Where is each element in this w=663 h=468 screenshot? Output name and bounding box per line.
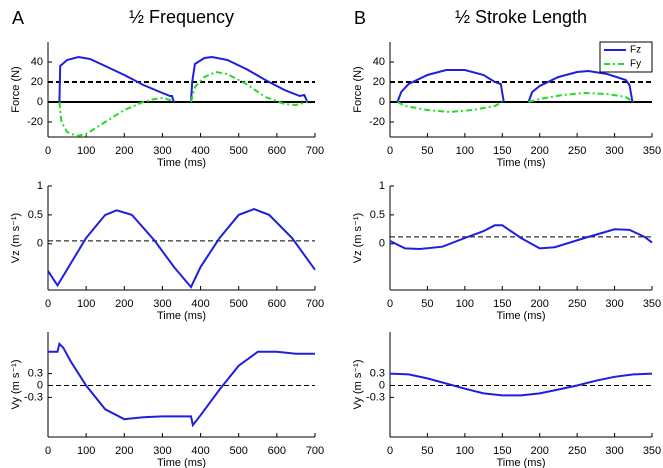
x-tick-label: 100 xyxy=(456,445,474,457)
x-tick-label: 100 xyxy=(77,145,95,157)
x-tick-label: 100 xyxy=(456,145,474,157)
x-tick-label: 250 xyxy=(568,145,586,157)
y-tick-label: 0.3 xyxy=(370,368,385,380)
x-tick-label: 500 xyxy=(230,445,248,457)
x-tick-label: 0 xyxy=(45,445,51,457)
x-tick-label: 50 xyxy=(421,145,433,157)
panel-title: ½ Frequency xyxy=(129,7,234,27)
y-tick-label: 40 xyxy=(373,56,385,68)
panel-title: ½ Stroke Length xyxy=(455,7,587,27)
x-tick-label: 0 xyxy=(387,145,393,157)
x-tick-label: 100 xyxy=(456,298,474,310)
y-tick-label: -20 xyxy=(369,116,385,128)
x-tick-label: 400 xyxy=(191,298,209,310)
x-tick-label: 100 xyxy=(77,298,95,310)
y-tick-label: -20 xyxy=(27,116,43,128)
y-tick-label: 20 xyxy=(31,76,43,88)
x-tick-label: 200 xyxy=(115,298,133,310)
y-tick-label: 0 xyxy=(37,96,43,108)
x-tick-label: 300 xyxy=(605,298,623,310)
y-tick-label: 0 xyxy=(37,238,43,250)
x-tick-label: 350 xyxy=(643,298,661,310)
x-tick-label: 700 xyxy=(306,298,324,310)
x-tick-label: 0 xyxy=(387,445,393,457)
y-tick-label: 0.5 xyxy=(28,209,43,221)
x-tick-label: 150 xyxy=(493,145,511,157)
x-tick-label: 500 xyxy=(230,145,248,157)
x-tick-label: 500 xyxy=(230,298,248,310)
x-axis-label: Time (ms) xyxy=(157,157,206,169)
x-tick-label: 350 xyxy=(643,445,661,457)
x-tick-label: 400 xyxy=(191,445,209,457)
data-line xyxy=(396,69,634,103)
y-tick-label: 0 xyxy=(37,379,43,391)
x-tick-label: 400 xyxy=(191,145,209,157)
y-tick-label: 40 xyxy=(31,56,43,68)
x-tick-label: 300 xyxy=(153,445,171,457)
legend-label: Fy xyxy=(630,59,641,70)
data-line xyxy=(58,70,308,138)
y-tick-label: 0 xyxy=(379,238,385,250)
x-tick-label: 600 xyxy=(268,298,286,310)
y-tick-label: 1 xyxy=(37,180,43,192)
x-tick-label: 0 xyxy=(387,298,393,310)
data-line xyxy=(389,372,653,397)
y-tick-label: 0 xyxy=(379,96,385,108)
x-tick-label: 600 xyxy=(268,445,286,457)
y-axis-label: Vz (m s⁻¹) xyxy=(10,213,22,263)
y-axis-label: Vz (m s⁻¹) xyxy=(352,213,364,263)
x-axis-label: Time (ms) xyxy=(496,310,545,322)
x-tick-label: 600 xyxy=(268,145,286,157)
x-tick-label: 150 xyxy=(493,298,511,310)
data-line xyxy=(58,55,309,103)
y-axis-label: Force (N) xyxy=(10,66,22,112)
y-axis-label: Force (N) xyxy=(352,66,364,112)
legend-label: Fz xyxy=(630,45,641,56)
x-tick-label: 0 xyxy=(45,145,51,157)
y-tick-label: 1 xyxy=(379,180,385,192)
data-line xyxy=(48,341,315,428)
x-axis-label: Time (ms) xyxy=(496,457,545,468)
x-tick-label: 200 xyxy=(115,145,133,157)
y-tick-label: 20 xyxy=(373,76,385,88)
legend-box xyxy=(599,41,653,73)
x-tick-label: 100 xyxy=(77,445,95,457)
data-line xyxy=(47,208,316,289)
x-tick-label: 50 xyxy=(421,445,433,457)
y-axis-label: Vy (m s⁻¹) xyxy=(352,360,364,410)
y-tick-label: 0.5 xyxy=(370,209,385,221)
x-axis-label: Time (ms) xyxy=(157,310,206,322)
x-tick-label: 150 xyxy=(493,445,511,457)
x-tick-label: 0 xyxy=(45,298,51,310)
x-axis-label: Time (ms) xyxy=(157,457,206,468)
y-tick-label: -0.3 xyxy=(366,391,385,403)
x-tick-label: 200 xyxy=(531,298,549,310)
panel-label: A xyxy=(12,8,24,28)
y-tick-label: 0 xyxy=(379,379,385,391)
x-tick-label: 250 xyxy=(568,298,586,310)
x-axis-label: Time (ms) xyxy=(496,157,545,169)
x-tick-label: 300 xyxy=(153,145,171,157)
x-tick-label: 50 xyxy=(421,298,433,310)
y-tick-label: -0.3 xyxy=(24,391,43,403)
x-tick-label: 300 xyxy=(153,298,171,310)
data-line xyxy=(389,224,653,251)
x-tick-label: 300 xyxy=(605,145,623,157)
x-tick-label: 300 xyxy=(605,445,623,457)
panel-label: B xyxy=(354,8,366,28)
x-tick-label: 700 xyxy=(306,445,324,457)
x-tick-label: 200 xyxy=(531,145,549,157)
y-axis-label: Vy (m s⁻¹) xyxy=(10,360,22,410)
data-line xyxy=(397,91,634,114)
x-tick-label: 250 xyxy=(568,445,586,457)
x-tick-label: 200 xyxy=(531,445,549,457)
x-tick-label: 200 xyxy=(115,445,133,457)
y-tick-label: 0.3 xyxy=(28,368,43,380)
x-tick-label: 700 xyxy=(306,145,324,157)
x-tick-label: 350 xyxy=(643,145,661,157)
